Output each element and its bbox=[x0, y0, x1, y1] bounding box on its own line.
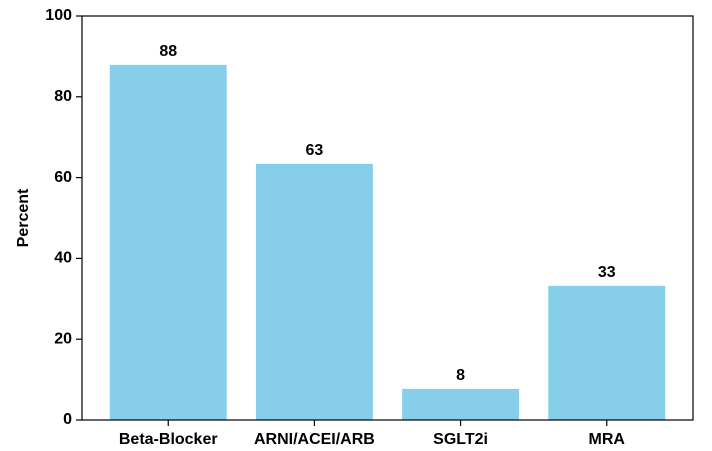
value-label: 63 bbox=[306, 142, 324, 159]
x-tick-label: Beta-Blocker bbox=[119, 431, 218, 448]
value-label: 33 bbox=[598, 264, 616, 281]
x-tick-label: ARNI/ACEI/ARB bbox=[254, 431, 375, 448]
y-tick-label: 20 bbox=[54, 330, 72, 347]
y-tick-label: 60 bbox=[54, 169, 72, 186]
value-label: 88 bbox=[159, 43, 177, 60]
plot-frame bbox=[81, 15, 694, 421]
x-tick-label: SGLT2i bbox=[433, 431, 488, 448]
y-tick-label: 80 bbox=[54, 88, 72, 105]
x-tick-label: MRA bbox=[589, 431, 626, 448]
bar bbox=[402, 388, 520, 420]
y-tick-label: 0 bbox=[63, 411, 72, 428]
bar bbox=[255, 163, 373, 420]
y-tick-label: 100 bbox=[45, 7, 72, 24]
bar bbox=[109, 64, 227, 420]
bar bbox=[548, 285, 666, 420]
y-axis-label: Percent bbox=[15, 188, 32, 247]
value-label: 8 bbox=[456, 367, 465, 384]
y-tick-label: 40 bbox=[54, 250, 72, 267]
